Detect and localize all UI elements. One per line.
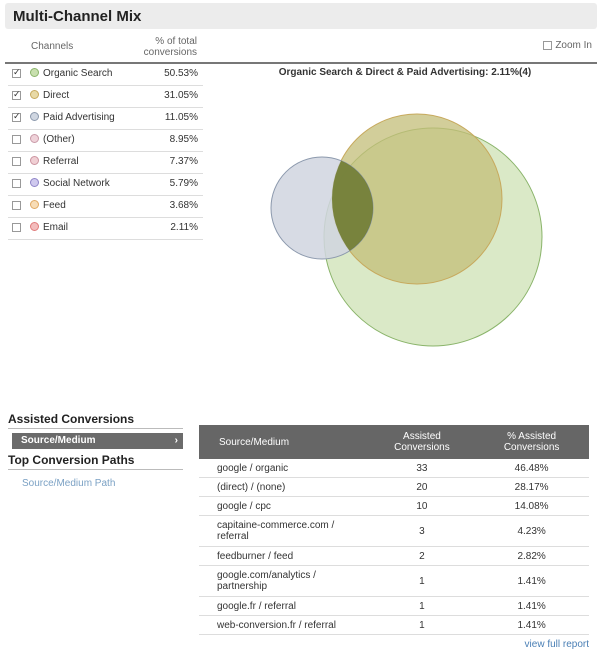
- channel-list: Organic Search 50.53% Direct 31.05% Paid…: [8, 64, 203, 240]
- channel-checkbox[interactable]: [12, 223, 21, 232]
- header-divider: [5, 62, 597, 64]
- cell-source: feedburner / feed: [199, 546, 370, 566]
- channel-name: Organic Search: [43, 68, 113, 79]
- cell-assisted: 1: [369, 615, 475, 635]
- cell-assisted: 3: [369, 515, 475, 547]
- channel-pct: 8.95%: [169, 134, 198, 145]
- channel-pct: 3.68%: [169, 200, 198, 211]
- channel-pct: 7.37%: [169, 156, 198, 167]
- channel-pct: 31.05%: [164, 90, 198, 101]
- left-nav: Assisted Conversions Source/Medium › Top…: [8, 412, 183, 489]
- cell-source: google.fr / referral: [199, 596, 370, 616]
- cell-pct: 46.48%: [474, 459, 589, 478]
- channel-name: Referral: [43, 156, 79, 167]
- channels-column-header: Channels: [31, 41, 74, 52]
- channel-row[interactable]: Feed 3.68%: [8, 196, 203, 218]
- cell-source: web-conversion.fr / referral: [199, 615, 370, 635]
- pct-column-header: % of total conversions: [144, 36, 197, 58]
- cell-assisted: 20: [369, 477, 475, 497]
- nav-source-medium[interactable]: Source/Medium ›: [12, 433, 183, 449]
- channel-pct: 2.11%: [170, 222, 198, 233]
- nav-source-medium-path[interactable]: Source/Medium Path: [22, 478, 116, 489]
- channel-color-dot: [30, 68, 39, 77]
- table-row: google / cpc 10 14.08%: [199, 496, 589, 516]
- channel-name: Feed: [43, 200, 66, 211]
- channel-row[interactable]: (Other) 8.95%: [8, 130, 203, 152]
- channels-header: Channels % of total conversions: [8, 36, 203, 62]
- chevron-right-icon: ›: [174, 435, 178, 446]
- channel-color-dot: [30, 200, 39, 209]
- cell-pct: 1.41%: [474, 596, 589, 616]
- channel-row[interactable]: Email 2.11%: [8, 218, 203, 240]
- zoom-in-toggle[interactable]: Zoom In: [543, 40, 592, 51]
- table-row: google.fr / referral 1 1.41%: [199, 596, 589, 616]
- cell-source: (direct) / (none): [199, 477, 370, 497]
- venn-diagram: [270, 113, 543, 347]
- channel-pct: 11.05%: [164, 112, 198, 123]
- channel-row[interactable]: Organic Search 50.53%: [8, 64, 203, 86]
- venn-title: Organic Search & Direct & Paid Advertisi…: [278, 67, 532, 78]
- channel-name: Paid Advertising: [43, 112, 115, 123]
- channel-row[interactable]: Social Network 5.79%: [8, 174, 203, 196]
- channel-color-dot: [30, 178, 39, 187]
- channel-row[interactable]: Paid Advertising 11.05%: [8, 108, 203, 130]
- cell-pct: 4.23%: [474, 515, 589, 547]
- cell-source: google.com/analytics / partnership: [199, 565, 370, 597]
- zoom-label: Zoom In: [555, 40, 592, 51]
- channel-name: Email: [43, 222, 69, 233]
- cell-pct: 2.82%: [474, 546, 589, 566]
- cell-assisted: 1: [369, 565, 475, 597]
- pct-header-line2: conversions: [143, 47, 197, 58]
- channel-checkbox[interactable]: [12, 157, 21, 166]
- channel-pct: 50.53%: [164, 68, 198, 79]
- table-row: google.com/analytics / partnership 1 1.4…: [199, 565, 589, 597]
- cell-source: capitaine-commerce.com / referral: [199, 515, 370, 547]
- channel-checkbox[interactable]: [12, 179, 21, 188]
- channel-pct: 5.79%: [169, 178, 198, 189]
- cell-pct: 28.17%: [474, 477, 589, 497]
- channel-name: (Other): [43, 134, 75, 145]
- channel-checkbox[interactable]: [12, 89, 21, 100]
- channel-color-dot: [30, 112, 39, 121]
- top-conversion-paths-heading: Top Conversion Paths: [8, 453, 183, 470]
- col-header-source[interactable]: Source/Medium: [199, 425, 370, 459]
- cell-assisted: 1: [369, 596, 475, 616]
- zoom-checkbox[interactable]: [543, 41, 553, 50]
- table-row: feedburner / feed 2 2.82%: [199, 546, 589, 566]
- col-header-assisted[interactable]: Assisted Conversions: [369, 425, 475, 459]
- table-row: (direct) / (none) 20 28.17%: [199, 477, 589, 497]
- channel-row[interactable]: Direct 31.05%: [8, 86, 203, 108]
- channel-checkbox[interactable]: [12, 135, 21, 144]
- view-full-report-link[interactable]: view full report: [524, 639, 589, 650]
- table-row: web-conversion.fr / referral 1 1.41%: [199, 615, 589, 635]
- channel-color-dot: [30, 156, 39, 165]
- channel-checkbox[interactable]: [12, 201, 21, 210]
- channel-color-dot: [30, 90, 39, 99]
- channel-color-dot: [30, 134, 39, 143]
- channel-checkbox[interactable]: [12, 111, 21, 122]
- cell-pct: 1.41%: [474, 615, 589, 635]
- nav-source-medium-label: Source/Medium: [21, 435, 96, 446]
- table-row: capitaine-commerce.com / referral 3 4.23…: [199, 515, 589, 547]
- assisted-table: Source/Medium Assisted Conversions % Ass…: [199, 425, 589, 635]
- table-row: google / organic 33 46.48%: [199, 459, 589, 478]
- cell-assisted: 33: [369, 459, 475, 478]
- pct-header-line1: % of total: [155, 36, 197, 47]
- channel-name: Direct: [43, 90, 70, 101]
- panel-title: Multi-Channel Mix: [13, 8, 142, 25]
- panel-title-bar: Multi-Channel Mix: [5, 3, 597, 29]
- cell-pct: 1.41%: [474, 565, 589, 597]
- assisted-conversions-heading: Assisted Conversions: [8, 412, 183, 429]
- cell-source: google / organic: [199, 459, 370, 478]
- channel-color-dot: [30, 222, 39, 231]
- channel-row[interactable]: Referral 7.37%: [8, 152, 203, 174]
- channel-name: Social Network: [43, 178, 110, 189]
- cell-assisted: 10: [369, 496, 475, 516]
- cell-pct: 14.08%: [474, 496, 589, 516]
- col-header-pct[interactable]: % Assisted Conversions: [474, 425, 589, 459]
- channel-checkbox[interactable]: [12, 67, 21, 78]
- cell-assisted: 2: [369, 546, 475, 566]
- cell-source: google / cpc: [199, 496, 370, 516]
